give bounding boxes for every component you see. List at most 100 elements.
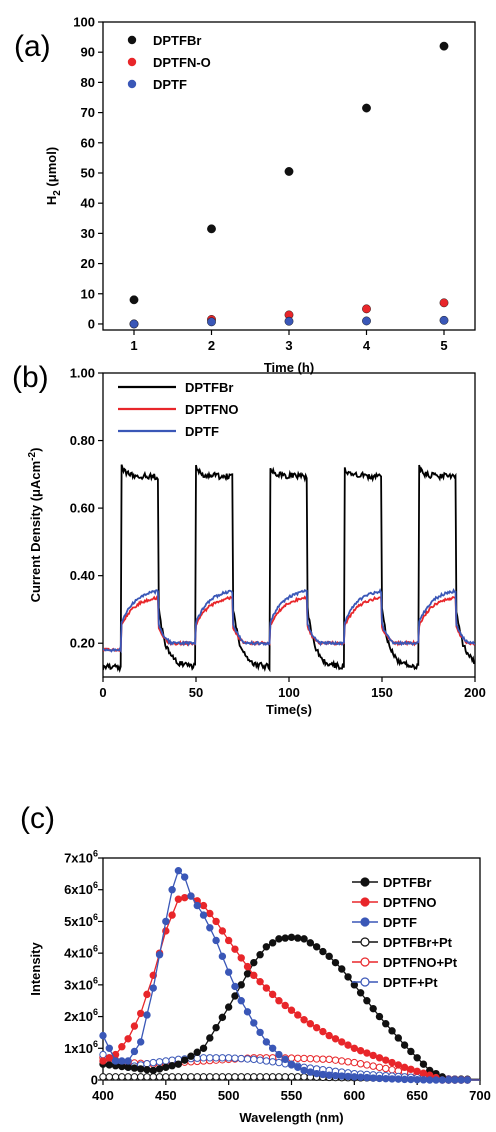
data-point <box>262 984 271 992</box>
series-DPTF <box>129 315 449 329</box>
data-point <box>250 1055 258 1064</box>
data-point <box>375 1054 384 1062</box>
data-point <box>419 1060 428 1068</box>
data-point <box>344 973 352 981</box>
data-point <box>369 1062 377 1070</box>
data-point <box>137 1009 145 1018</box>
data-point <box>344 1041 352 1049</box>
data-point <box>287 933 296 941</box>
data-point <box>180 1073 189 1081</box>
data-point <box>344 1072 352 1081</box>
legend-label: DPTFNO+Pt <box>383 955 458 970</box>
data-point <box>207 317 216 327</box>
data-point <box>262 1038 271 1046</box>
data-point <box>180 1056 189 1064</box>
data-point <box>325 1071 333 1079</box>
y-tick-label: 5x106 <box>64 912 98 929</box>
data-point <box>99 1031 107 1040</box>
data-point <box>300 1073 308 1081</box>
data-point <box>218 1013 227 1022</box>
data-point <box>268 1058 277 1066</box>
data-point <box>294 934 302 942</box>
data-point <box>268 1073 277 1081</box>
data-point <box>162 917 170 926</box>
data-point <box>250 1073 258 1081</box>
data-point <box>243 1055 252 1063</box>
data-point <box>162 1063 170 1072</box>
y-tick-label: 0.20 <box>70 636 95 651</box>
data-point <box>331 1056 340 1064</box>
data-point <box>218 1073 227 1081</box>
data-point <box>382 1020 390 1028</box>
data-point <box>275 1050 283 1059</box>
data-point <box>262 943 271 951</box>
data-point <box>174 1060 183 1068</box>
data-point <box>174 1073 183 1081</box>
data-point <box>105 1073 113 1081</box>
data-point <box>268 990 277 999</box>
data-point <box>394 1075 403 1083</box>
y-tick-label: 0 <box>91 1073 98 1088</box>
x-tick-label: 5 <box>440 338 447 353</box>
data-point <box>149 1058 157 1067</box>
data-point <box>312 1069 321 1078</box>
data-point <box>287 1006 296 1014</box>
data-point <box>294 1011 302 1019</box>
data-point <box>256 1028 264 1037</box>
series-line-DPTFBr <box>103 464 475 674</box>
data-point <box>400 1075 409 1084</box>
legend-marker <box>360 977 370 987</box>
data-point <box>407 1075 415 1084</box>
x-tick-label: 400 <box>92 1088 114 1103</box>
data-point <box>199 1054 208 1062</box>
x-tick-label: 700 <box>469 1088 491 1103</box>
data-point <box>363 1049 371 1057</box>
y-tick-label: 0.60 <box>70 501 95 516</box>
data-point <box>256 951 264 959</box>
legend-label: DPTFBr <box>185 380 233 395</box>
data-point <box>143 1011 151 1019</box>
data-point <box>193 1054 201 1062</box>
y-axis-title: Current Density (μAcm-2) <box>27 448 43 603</box>
data-point <box>331 1071 340 1080</box>
data-point <box>118 1043 126 1051</box>
x-axis-title: Time(s) <box>266 702 312 717</box>
data-point <box>99 1050 107 1059</box>
data-point <box>439 298 449 308</box>
data-point <box>212 1023 220 1032</box>
data-point <box>105 1054 113 1062</box>
y-tick-label: 20 <box>81 256 95 271</box>
data-point <box>243 962 252 971</box>
data-point <box>331 958 340 967</box>
data-point <box>356 1073 365 1081</box>
data-point <box>268 939 277 947</box>
data-point <box>162 1057 170 1065</box>
series-line-DPTF <box>103 588 475 654</box>
legend-label: DPTFBr <box>153 33 201 48</box>
y-axis-title: Intensity <box>28 942 43 996</box>
data-point <box>99 1073 107 1081</box>
data-point <box>155 1065 164 1073</box>
data-point <box>325 952 333 961</box>
data-point <box>356 1060 365 1068</box>
legend-marker <box>360 937 370 947</box>
data-point <box>363 1073 371 1082</box>
x-tick-label: 150 <box>371 685 393 700</box>
data-point <box>300 1016 308 1024</box>
data-point <box>275 1073 283 1081</box>
data-point <box>224 1003 233 1011</box>
data-point <box>319 1027 327 1036</box>
data-point <box>206 1054 214 1062</box>
y-tick-label: 6x106 <box>64 880 98 897</box>
data-point <box>284 316 294 326</box>
x-tick-label: 50 <box>189 685 203 700</box>
data-point <box>262 1057 271 1065</box>
data-point <box>338 1072 346 1080</box>
data-point <box>143 1060 151 1068</box>
data-point <box>224 936 233 945</box>
legend-marker <box>360 877 370 887</box>
data-point <box>137 1038 145 1046</box>
y-tick-label: 1.00 <box>70 366 95 381</box>
data-point <box>143 1065 151 1074</box>
data-point <box>294 1054 302 1062</box>
